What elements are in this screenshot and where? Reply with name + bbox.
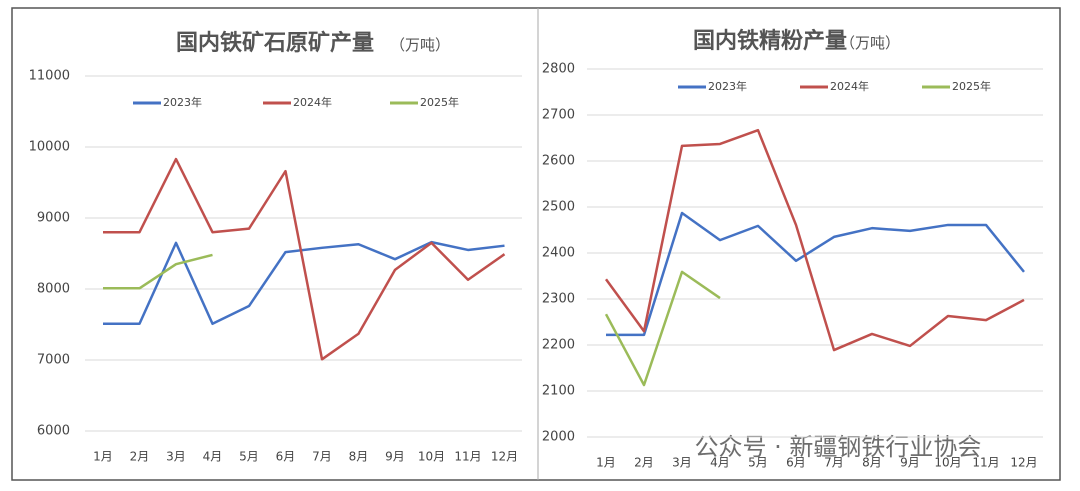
chart-unit: （万吨） xyxy=(840,34,900,52)
legend-label: 2023年 xyxy=(163,95,202,109)
legend: 2023年 2024年 2025年 xyxy=(678,79,991,93)
x-tick-label: 3月 xyxy=(166,450,186,464)
y-tick-label: 9000 xyxy=(37,211,70,226)
frame xyxy=(11,7,1061,481)
y-tick-label: 2300 xyxy=(542,292,575,307)
x-tick-label: 10月 xyxy=(418,450,445,464)
legend-label: 2023年 xyxy=(708,79,747,93)
x-tick-label: 7月 xyxy=(312,450,332,464)
x-tick-label: 6月 xyxy=(276,450,296,464)
series-line xyxy=(604,270,721,387)
x-tick-label: 9月 xyxy=(385,450,405,464)
series-line xyxy=(606,211,1025,337)
y-tick-label: 2200 xyxy=(542,338,575,353)
x-tick-label: 11月 xyxy=(972,456,999,470)
legend-label: 2024年 xyxy=(830,79,869,93)
y-tick-label: 10000 xyxy=(29,140,70,155)
x-tick-label: 1月 xyxy=(596,456,616,470)
chart-title: 国内铁矿石原矿产量 xyxy=(176,30,374,56)
x-tick-label: 12月 xyxy=(1010,456,1037,470)
legend-label: 2025年 xyxy=(420,95,459,109)
y-tick-label: 2800 xyxy=(542,62,575,77)
x-tick-label: 11月 xyxy=(454,450,481,464)
chart-unit: （万吨） xyxy=(390,36,450,54)
x-tick-label: 5月 xyxy=(748,456,768,470)
legend-label: 2024年 xyxy=(293,95,332,109)
x-tick-label: 6月 xyxy=(786,456,806,470)
series-line xyxy=(103,157,506,361)
x-tick-label: 2月 xyxy=(130,450,150,464)
series-line xyxy=(604,128,1025,352)
y-tick-label: 2400 xyxy=(542,246,575,261)
x-tick-label: 7月 xyxy=(824,456,844,470)
x-tick-label: 5月 xyxy=(239,450,259,464)
x-tick-label: 2月 xyxy=(634,456,654,470)
y-tick-label: 7000 xyxy=(37,353,70,368)
x-tick-label: 4月 xyxy=(203,450,223,464)
y-tick-label: 2500 xyxy=(542,200,575,215)
x-tick-label: 3月 xyxy=(672,456,692,470)
x-tick-label: 8月 xyxy=(349,450,369,464)
series-line xyxy=(103,253,213,290)
x-tick-label: 1月 xyxy=(93,450,113,464)
y-tick-label: 2100 xyxy=(542,384,575,399)
y-tick-label: 8000 xyxy=(37,282,70,297)
x-tick-label: 10月 xyxy=(934,456,961,470)
x-tick-label: 9月 xyxy=(900,456,920,470)
y-tick-label: 2600 xyxy=(542,154,575,169)
legend: 2023年 2024年 2025年 xyxy=(133,95,459,109)
x-tick-label: 4月 xyxy=(710,456,730,470)
y-tick-label: 11000 xyxy=(29,69,70,84)
series-line xyxy=(103,240,505,326)
x-tick-label: 8月 xyxy=(862,456,882,470)
watermark: 公众号 · 新疆钢铁行业协会 xyxy=(695,433,982,461)
y-tick-label: 2000 xyxy=(542,430,575,445)
chart-title: 国内铁精粉产量 xyxy=(693,28,847,54)
legend-label: 2025年 xyxy=(952,79,991,93)
y-tick-label: 2700 xyxy=(542,108,575,123)
x-tick-label: 12月 xyxy=(491,450,518,464)
y-tick-label: 6000 xyxy=(37,424,70,439)
